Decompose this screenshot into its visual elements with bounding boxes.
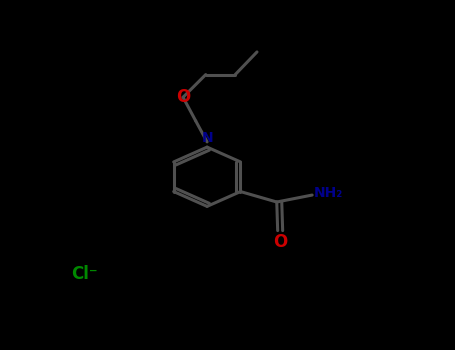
Text: NH₂: NH₂: [314, 186, 343, 200]
Text: O: O: [273, 233, 287, 251]
Text: O: O: [176, 88, 190, 106]
Text: N: N: [201, 131, 213, 145]
Text: Cl⁻: Cl⁻: [71, 265, 98, 284]
